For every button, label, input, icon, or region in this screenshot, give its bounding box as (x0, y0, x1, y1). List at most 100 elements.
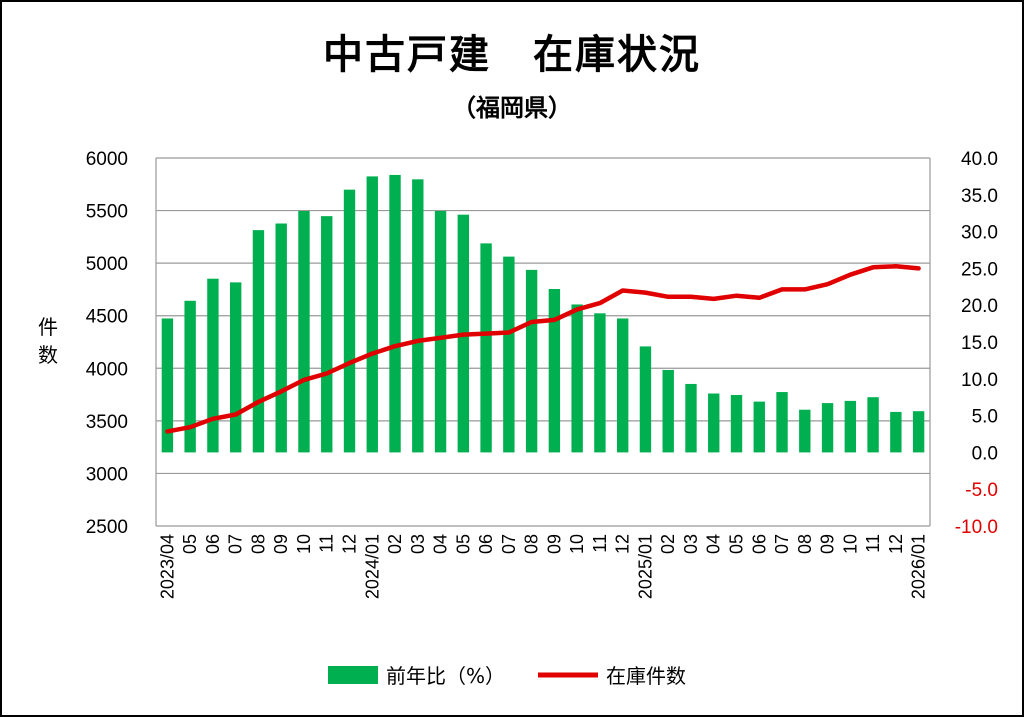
x-tick-label: 08 (522, 534, 542, 554)
bar (161, 318, 174, 453)
x-tick-label: 2026/01 (909, 534, 929, 599)
x-tick-label: 09 (818, 534, 838, 554)
legend-bar-label: 前年比（%） (386, 664, 505, 688)
inventory-line (165, 264, 921, 434)
grid-lines (156, 157, 930, 527)
chart-title: 中古戸建 在庫状況 (323, 32, 701, 78)
right-tick-label: 0.0 (972, 443, 998, 464)
bar (434, 210, 447, 453)
right-tick-label: 5.0 (972, 407, 998, 428)
bar (389, 174, 401, 453)
bar (412, 179, 424, 453)
bar (730, 394, 743, 453)
x-tick-label: 10 (294, 534, 314, 554)
x-axis-ticks: 2023/04 05 06 07 08 09 10 11 12 2024/01 02 03 04 05 06… (157, 534, 928, 599)
x-tick-label: 06 (203, 534, 223, 554)
x-tick-label: 02 (385, 534, 405, 554)
x-tick-label: 07 (226, 534, 246, 554)
legend-line-label: 在庫件数 (606, 664, 686, 688)
bar (298, 210, 310, 453)
chart-subtitle: （福岡県） (452, 94, 572, 122)
left-axis-ticks: 6000 5500 5000 4500 4000 3500 3000 2500 (86, 149, 128, 538)
x-tick-label: 03 (408, 534, 428, 554)
x-tick-label: 10 (840, 534, 860, 554)
bar-series (161, 174, 925, 453)
x-tick-label: 12 (340, 534, 360, 554)
bar (662, 369, 674, 453)
bar (912, 411, 925, 453)
x-tick-label: 2023/04 (157, 534, 177, 599)
right-tick-label: 40.0 (961, 149, 998, 170)
bar (708, 393, 720, 453)
left-tick-label: 3000 (86, 464, 128, 485)
x-tick-label: 11 (317, 534, 337, 553)
bar (639, 346, 652, 453)
x-tick-label: 06 (749, 534, 769, 554)
bar (480, 243, 492, 453)
x-tick-label: 2024/01 (362, 534, 382, 599)
y-axis-label-char-1: 件 (38, 315, 58, 339)
axes (155, 158, 931, 526)
bar (343, 189, 356, 453)
bar (525, 269, 538, 453)
bar (252, 230, 265, 453)
legend-bar-swatch (328, 666, 378, 684)
right-tick-label: 10.0 (961, 370, 998, 391)
left-tick-label: 6000 (86, 149, 128, 170)
bar (776, 392, 788, 453)
right-tick-label: 25.0 (961, 259, 998, 280)
right-tick-label: 20.0 (961, 296, 998, 317)
right-tick-label: 15.0 (961, 333, 998, 354)
bar (799, 409, 811, 453)
x-tick-label: 04 (704, 534, 724, 554)
right-tick-label: -5.0 (965, 480, 998, 501)
bar (844, 400, 857, 453)
bar (753, 401, 765, 453)
x-tick-label: 09 (544, 534, 564, 554)
x-tick-label: 07 (772, 534, 792, 554)
right-tick-label: 30.0 (961, 223, 998, 244)
x-tick-label: 05 (727, 534, 747, 554)
left-tick-label: 4000 (86, 359, 128, 380)
x-tick-label: 02 (658, 534, 678, 554)
x-tick-label: 10 (567, 534, 587, 554)
x-tick-label: 07 (499, 534, 519, 554)
bar (616, 318, 629, 453)
x-tick-label: 04 (431, 534, 451, 554)
bar (594, 313, 606, 453)
left-tick-label: 5500 (86, 202, 128, 223)
right-tick-label: 35.0 (961, 186, 998, 207)
line-series (165, 264, 921, 434)
x-tick-label: 05 (180, 534, 200, 554)
bar (548, 289, 561, 453)
x-tick-label: 03 (681, 534, 701, 554)
bar (366, 176, 378, 453)
x-tick-label: 12 (886, 534, 906, 554)
bar (184, 300, 196, 453)
left-tick-label: 2500 (86, 517, 128, 538)
bar (867, 397, 879, 453)
left-tick-label: 3500 (86, 412, 128, 433)
left-tick-label: 5000 (86, 254, 128, 275)
x-tick-label: 09 (271, 534, 291, 554)
legend: 前年比（%） 在庫件数 (328, 664, 686, 688)
x-tick-label: 05 (453, 534, 473, 554)
bar (503, 256, 515, 453)
bar (890, 411, 902, 453)
x-tick-label: 12 (613, 534, 633, 554)
left-tick-label: 4500 (86, 307, 128, 328)
bar (275, 223, 287, 453)
bar (685, 383, 697, 453)
x-tick-label: 06 (476, 534, 496, 554)
bar (229, 282, 242, 453)
right-axis-ticks: 40.0 35.0 30.0 25.0 20.0 15.0 10.0 5.0 0.0 -5.0 -1… (955, 149, 998, 538)
y-axis-label-char-2: 数 (38, 343, 58, 367)
x-tick-label: 11 (590, 534, 610, 553)
x-tick-label: 2025/01 (635, 534, 655, 599)
bar (207, 278, 219, 453)
x-tick-label: 08 (795, 534, 815, 554)
x-tick-label: 11 (863, 534, 883, 553)
right-tick-label: -10.0 (955, 517, 998, 538)
x-tick-label: 08 (248, 534, 268, 554)
